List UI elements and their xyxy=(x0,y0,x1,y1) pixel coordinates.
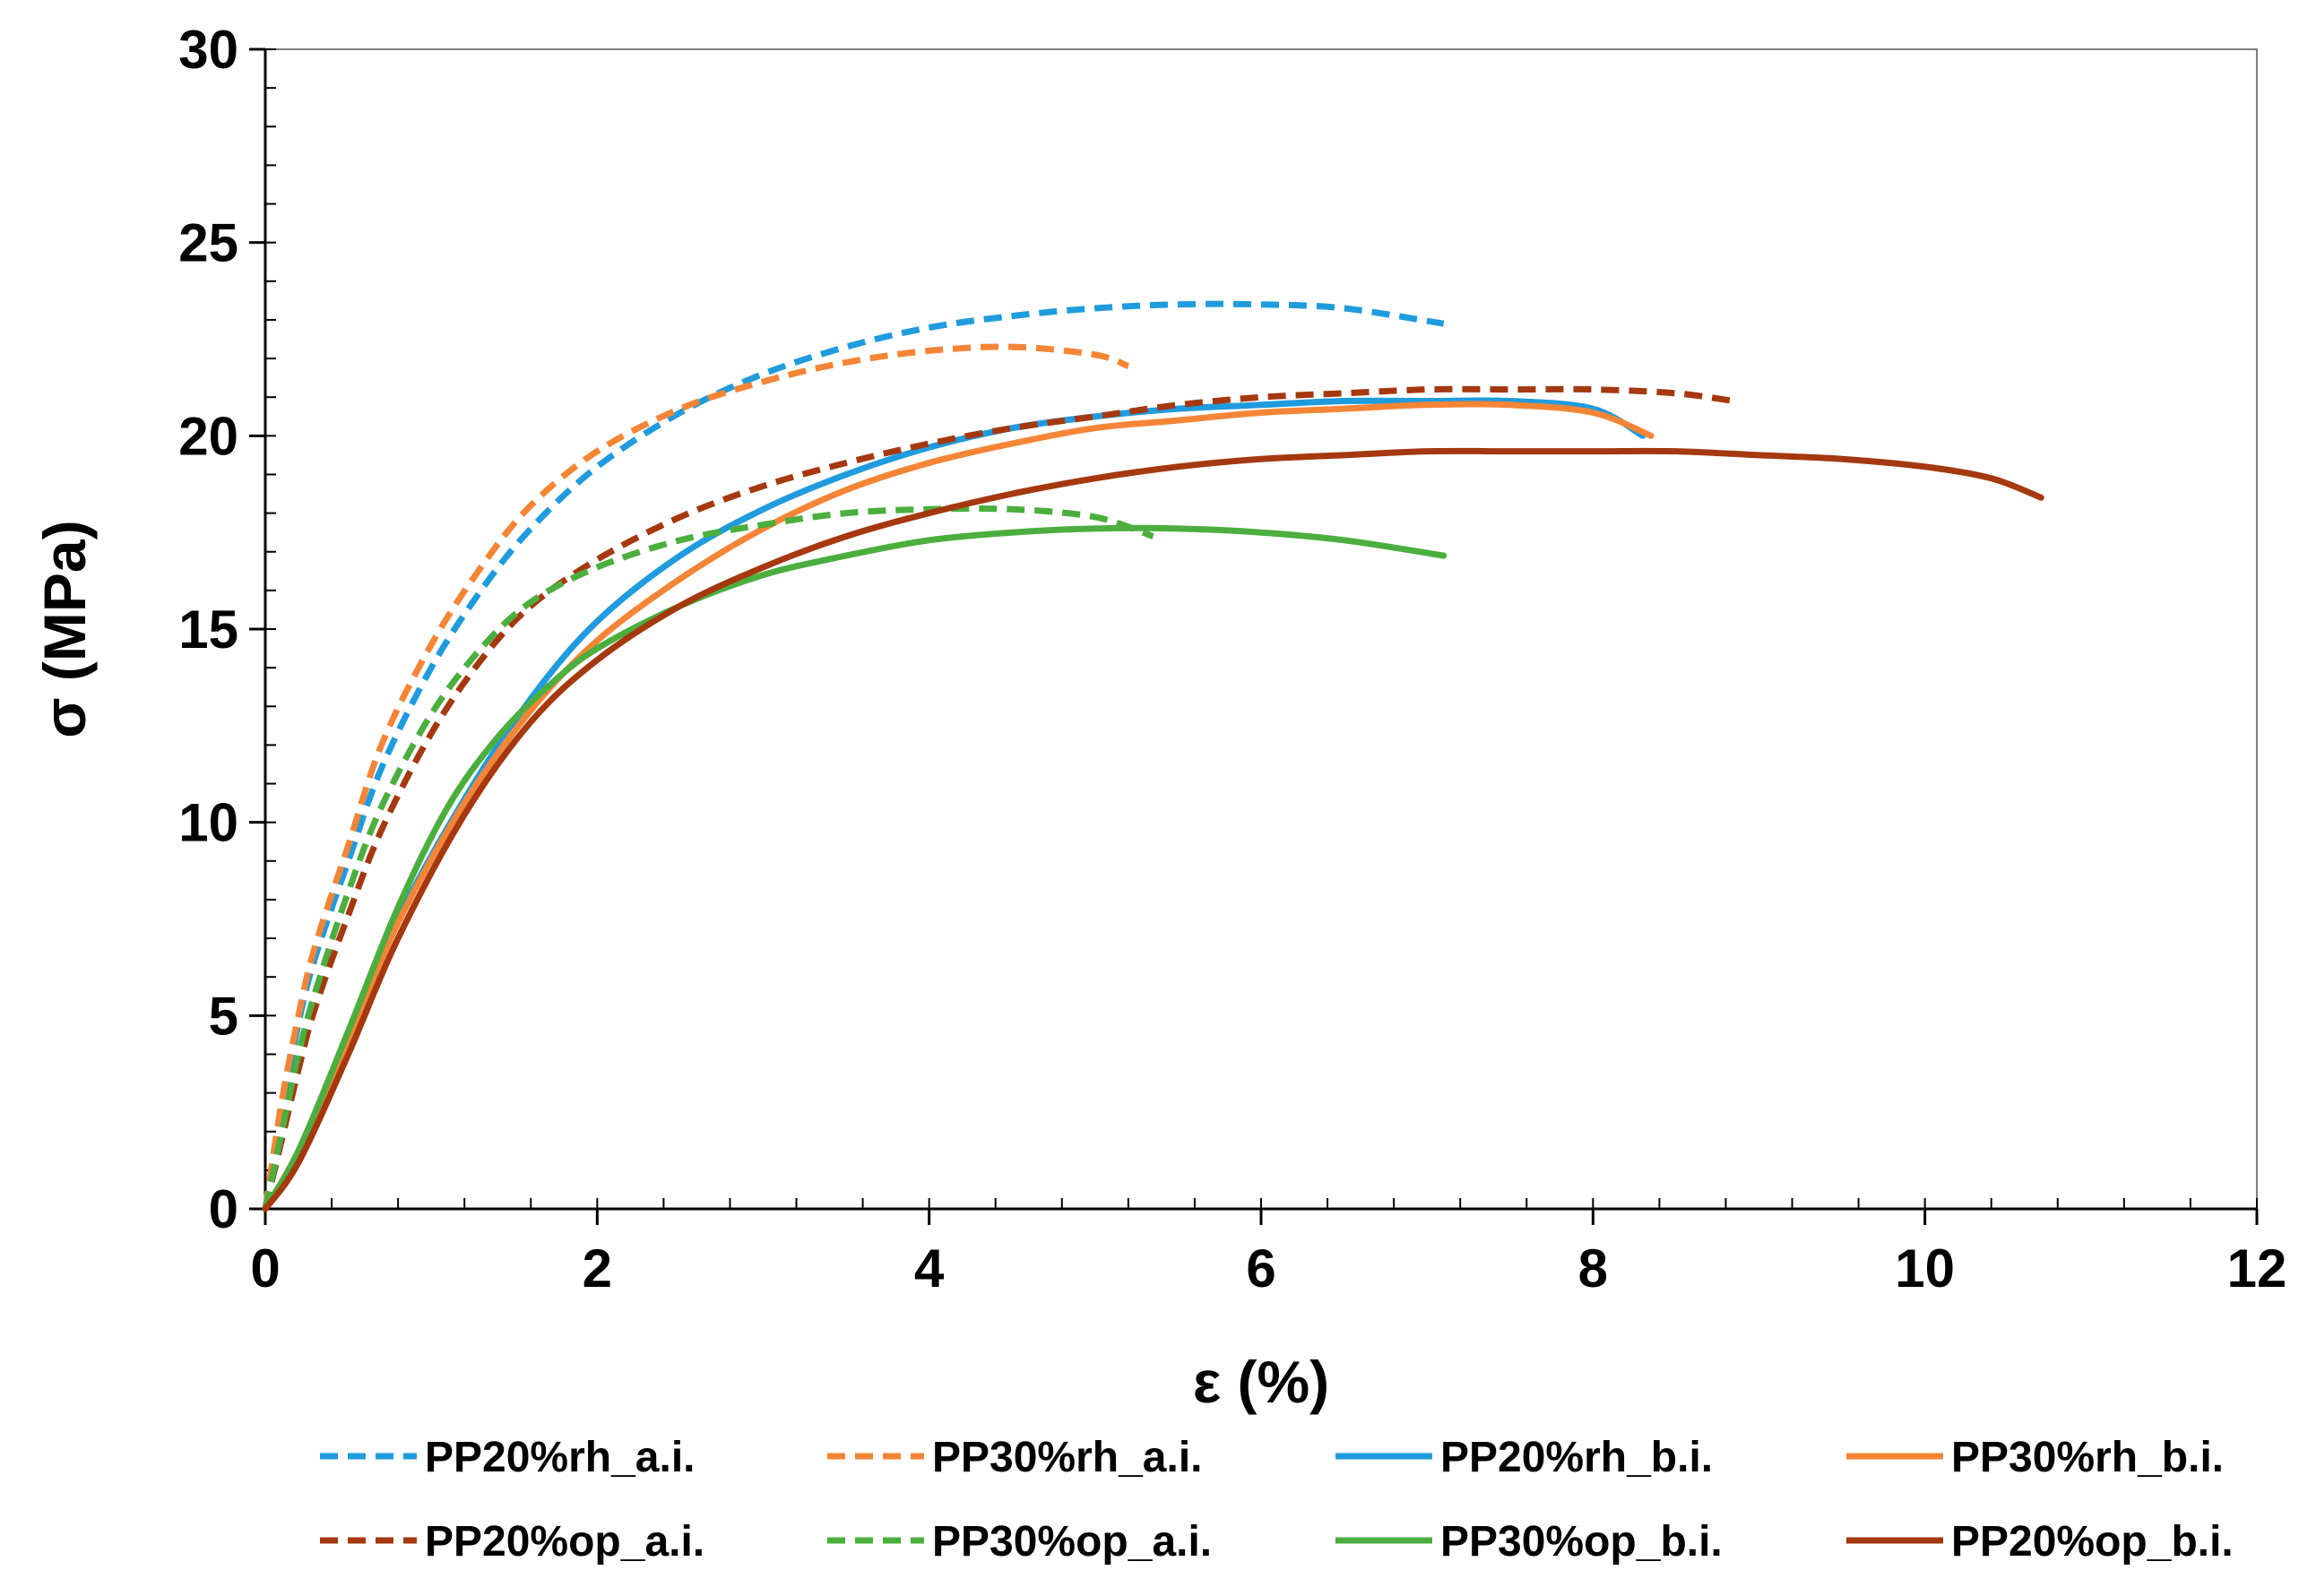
axis-minor-ticks xyxy=(264,48,2258,1210)
x-tick-label: 10 xyxy=(1895,1238,1955,1298)
series-line-pp20-op-a-i xyxy=(262,385,1735,1210)
legend-label: PP30%rh_b.i. xyxy=(1951,1434,2224,1481)
legend-item-pp20-rh-b-i: PP20%rh_b.i. xyxy=(1335,1434,1713,1481)
y-tick-label: 0 xyxy=(209,1179,238,1239)
y-tick-label: 5 xyxy=(209,986,238,1046)
legend-label: PP20%op_a.i. xyxy=(425,1518,704,1566)
legend-label: PP20%rh_b.i. xyxy=(1440,1434,1713,1481)
legend-item-pp30-rh-b-i: PP30%rh_b.i. xyxy=(1846,1434,2224,1481)
legend-label: PP20%op_b.i. xyxy=(1951,1518,2234,1566)
series-line-pp30-op-a-i xyxy=(262,505,1154,1210)
x-tick-label: 2 xyxy=(583,1238,612,1298)
legend-item-pp30-op-b-i: PP30%op_b.i. xyxy=(1335,1518,1723,1566)
legend-label: PP20%rh_a.i. xyxy=(425,1434,696,1481)
y-tick-label: 15 xyxy=(178,600,238,660)
series-line-pp20-rh-a-i xyxy=(262,300,1445,1210)
legend-item-pp30-rh-a-i: PP30%rh_a.i. xyxy=(827,1434,1203,1481)
legend-label: PP30%op_a.i. xyxy=(932,1518,1212,1566)
x-axis-title: ε (%) xyxy=(1193,1349,1329,1415)
x-tick-label: 8 xyxy=(1578,1238,1608,1298)
legend-item-pp20-op-a-i: PP20%op_a.i. xyxy=(320,1518,704,1566)
plot-area xyxy=(264,48,2258,1210)
legend-item-pp20-rh-a-i: PP20%rh_a.i. xyxy=(320,1434,696,1481)
x-tick-label: 12 xyxy=(2227,1238,2287,1298)
series-line-pp20-op-b-i xyxy=(262,447,2044,1212)
x-tick-label: 4 xyxy=(914,1238,945,1298)
tick-labels: 0 2 4 6 8 10 12 0 5 10 15 20 25 30 xyxy=(178,20,2286,1298)
y-axis-title: σ (MPa) xyxy=(31,520,98,738)
legend: PP20%rh_a.i. PP30%rh_a.i. PP20%rh_b.i. PP30… xyxy=(320,1434,2234,1566)
legend-label: PP30%rh_a.i. xyxy=(932,1434,1203,1481)
axes xyxy=(249,47,2259,1225)
legend-label: PP30%op_b.i. xyxy=(1440,1518,1723,1566)
x-tick-label: 0 xyxy=(250,1238,280,1298)
y-tick-label: 20 xyxy=(178,406,238,466)
legend-item-pp30-op-a-i: PP30%op_a.i. xyxy=(827,1518,1212,1566)
series-line-pp30-rh-a-i xyxy=(262,343,1130,1210)
y-tick-label: 25 xyxy=(178,213,238,273)
y-tick-label: 10 xyxy=(178,793,238,853)
x-tick-label: 6 xyxy=(1246,1238,1275,1298)
series-lines xyxy=(262,300,2044,1212)
legend-item-pp20-op-b-i: PP20%op_b.i. xyxy=(1846,1518,2234,1566)
y-tick-label: 30 xyxy=(178,20,238,80)
series-line-pp30-rh-b-i xyxy=(262,401,1655,1212)
